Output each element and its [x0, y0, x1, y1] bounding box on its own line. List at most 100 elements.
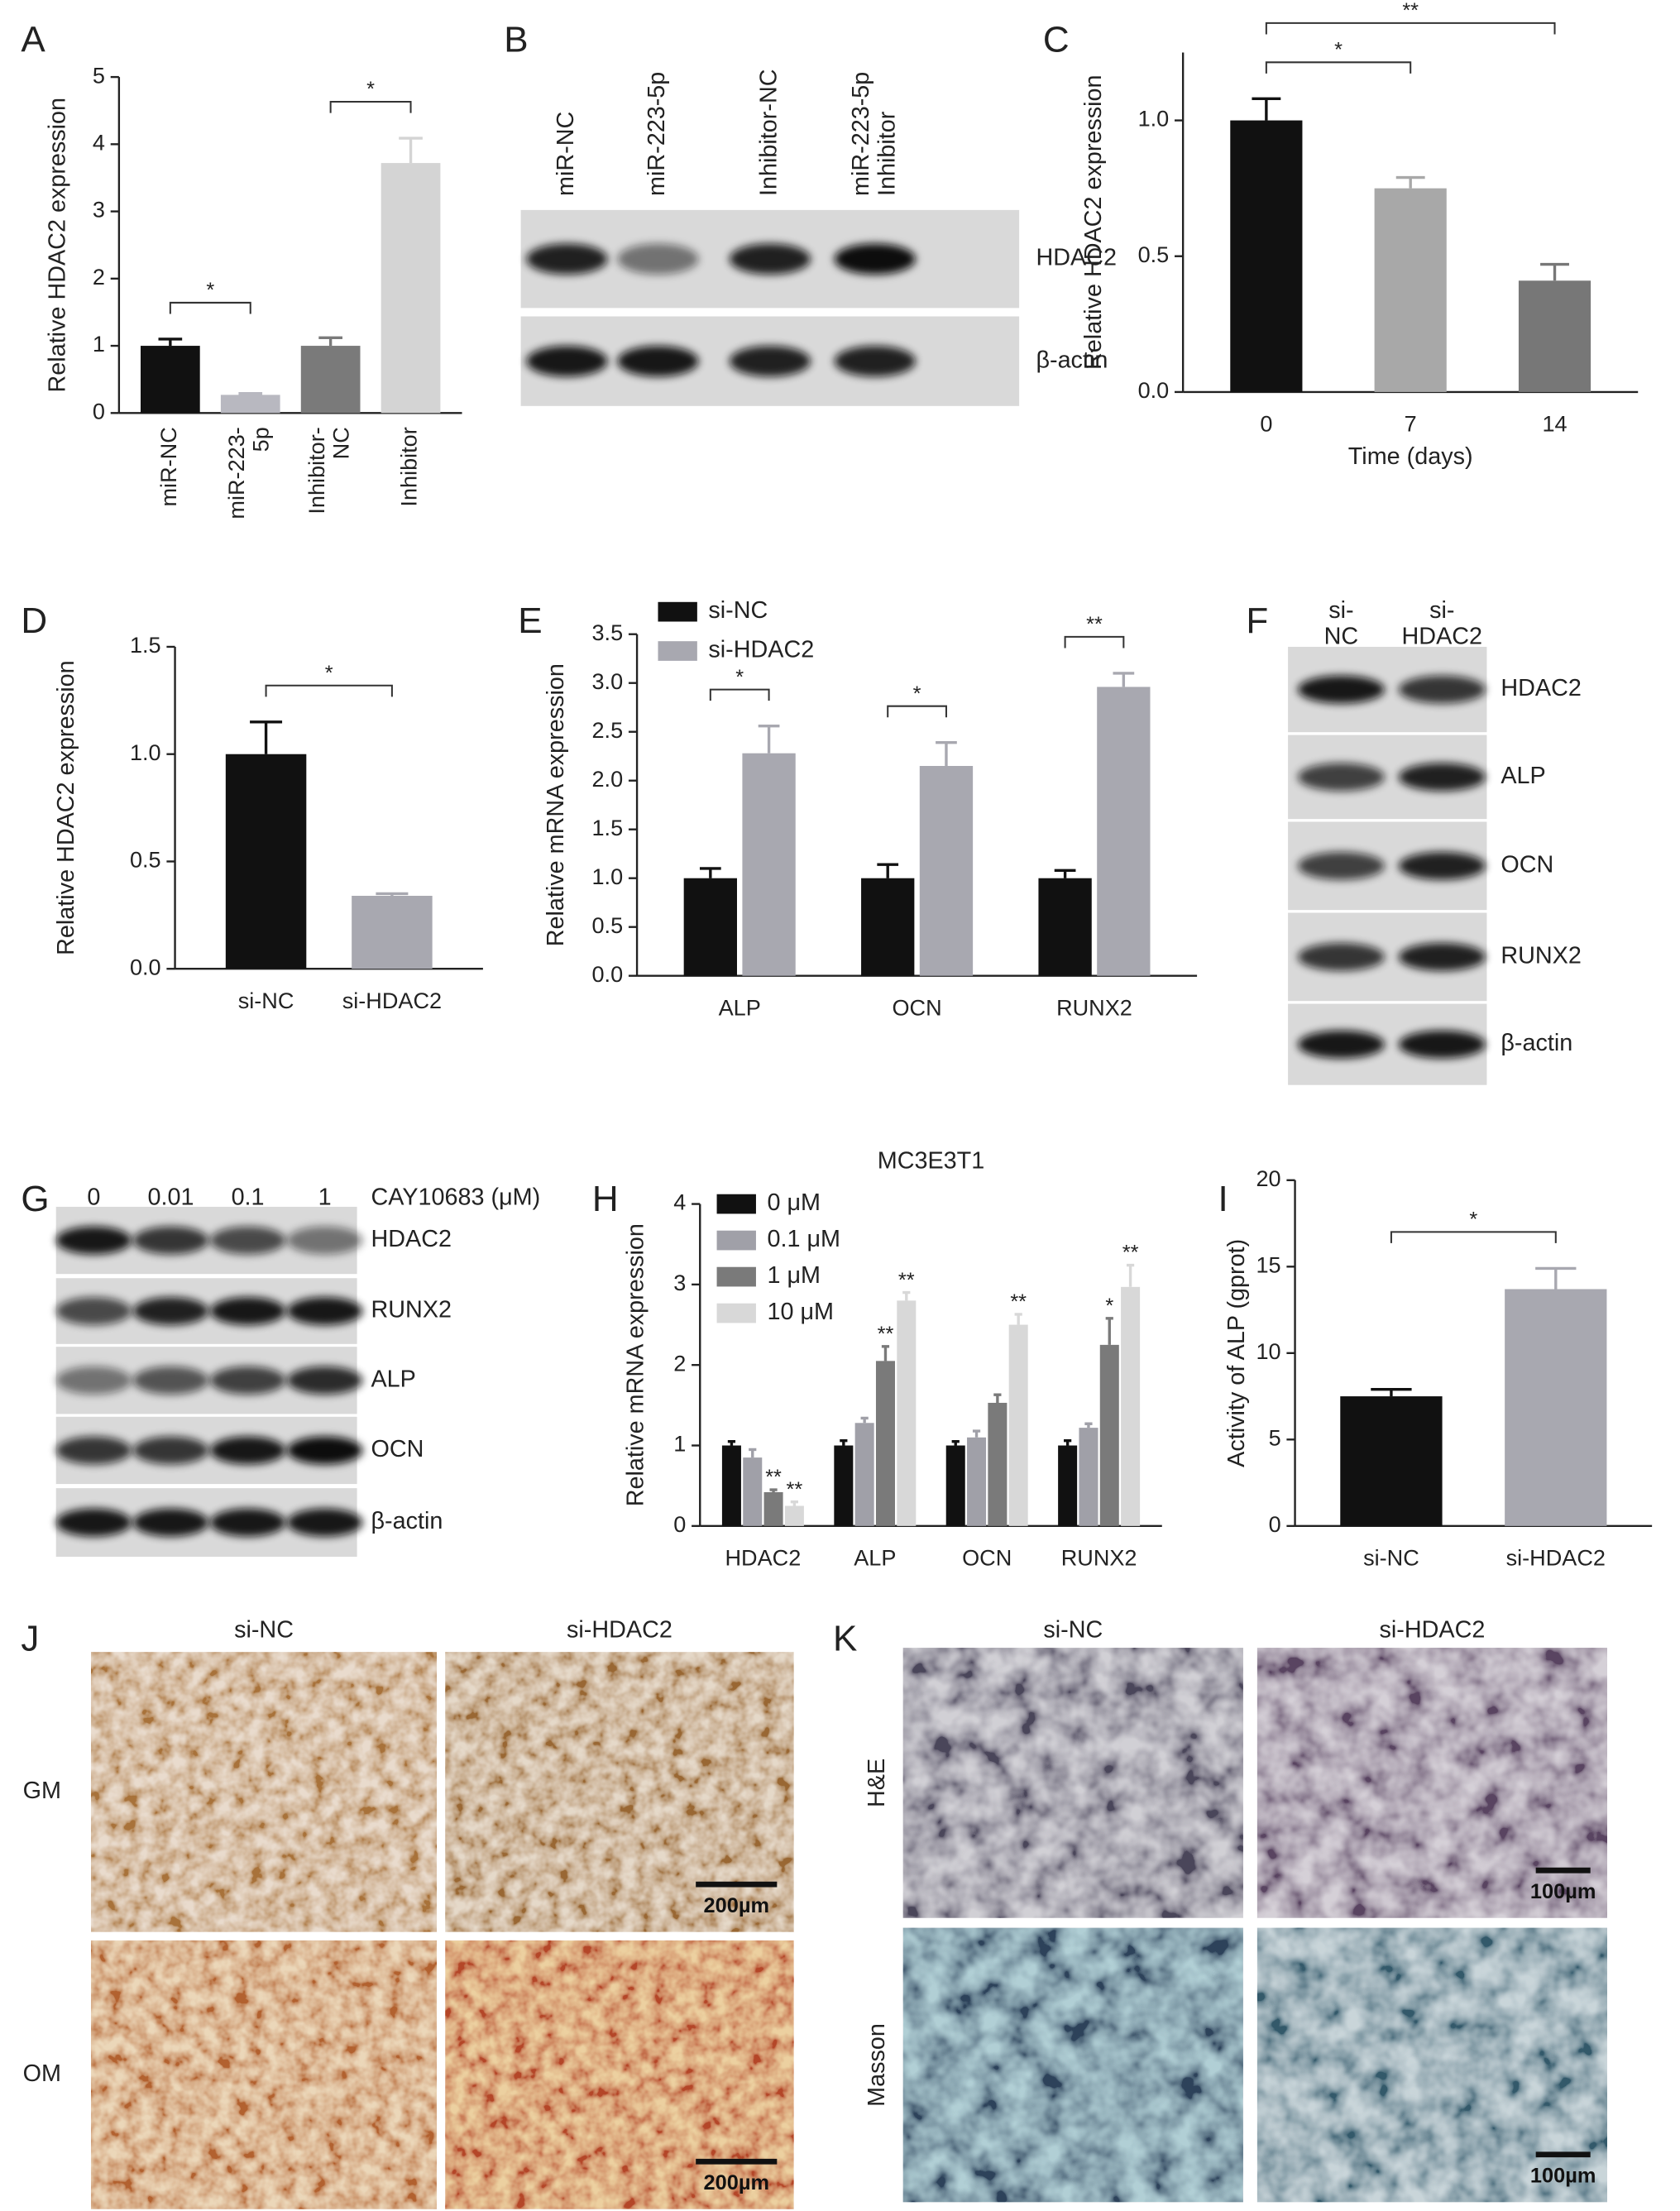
legend-label: si-HDAC2: [708, 637, 814, 663]
significance-label: **: [1122, 1242, 1139, 1265]
error-bar: [1395, 175, 1425, 189]
error-bar: [790, 1500, 798, 1506]
significance-label: **: [1010, 1290, 1027, 1314]
y-tick-label: 0: [1269, 1511, 1281, 1537]
error-bar: [877, 863, 899, 878]
scale-bar-label: 200µm: [703, 2171, 769, 2194]
blot-band: [834, 243, 916, 275]
micrograph-texture: [902, 1927, 1243, 2203]
blot-band: [55, 1436, 132, 1465]
x-axis-label: Time (days): [1348, 443, 1473, 470]
x-tick-label: ALP: [719, 994, 761, 1020]
blot-row-label: OCN: [371, 1436, 424, 1462]
blot-band: [55, 1366, 132, 1395]
panel-label: C: [1043, 19, 1070, 60]
panel-label: G: [21, 1179, 49, 1219]
blot-row-label: HDAC2: [1036, 245, 1117, 271]
error-bar: [1540, 262, 1569, 281]
blot-row-label: RUNX2: [371, 1297, 452, 1323]
micrograph-row-label: GM: [23, 1778, 61, 1804]
error-bar: [749, 1448, 757, 1458]
significance-label: *: [735, 666, 744, 689]
blot-row-label: OCN: [1501, 851, 1553, 878]
x-tick-label: OCN: [892, 994, 941, 1020]
micrograph-column-label: si-HDAC2: [567, 1616, 672, 1643]
micrograph-texture: [91, 1940, 438, 2209]
micrograph-texture: [1256, 1927, 1607, 2203]
blot-band: [1297, 1030, 1385, 1059]
blot-lane-label: 0: [87, 1184, 100, 1210]
bar: [1097, 687, 1151, 976]
error-bar: [758, 724, 780, 754]
blot-band: [729, 346, 811, 377]
significance-bracket: [887, 705, 947, 718]
chart-title: MC3E3T1: [878, 1147, 985, 1174]
legend-label: 0 μM: [767, 1189, 821, 1216]
bar: [1121, 1286, 1141, 1526]
blot-row-label: RUNX2: [1501, 942, 1582, 969]
x-tick-label: 7: [1405, 411, 1417, 437]
panel-label: H: [592, 1179, 619, 1219]
blot-band: [209, 1508, 286, 1537]
legend-label: 1 μM: [767, 1262, 821, 1289]
scale-bar-label: 100µm: [1530, 1880, 1596, 1903]
blot-band: [1297, 675, 1385, 704]
scale-bar-label: 100µm: [1530, 2165, 1596, 2188]
micrograph-row-label: Masson: [864, 2023, 890, 2107]
significance-bracket: [709, 688, 770, 701]
panel-label: A: [21, 19, 45, 60]
y-tick-label: 1: [93, 331, 105, 357]
error-bar: [1105, 1317, 1113, 1345]
error-bar: [1371, 1388, 1412, 1397]
y-tick-label: 3.5: [592, 620, 624, 645]
y-tick-label: 2: [673, 1350, 686, 1376]
y-axis-label: Relative HDAC2 expression: [1080, 74, 1107, 370]
bar: [988, 1402, 1008, 1526]
legend-swatch: [716, 1303, 756, 1323]
blot-row-label: HDAC2: [1501, 675, 1582, 701]
blot-lane-label: 0.01: [147, 1184, 194, 1210]
panel-label: D: [21, 601, 47, 641]
bar: [875, 1361, 895, 1526]
y-axis-label: Activity of ALP (gprot): [1223, 1239, 1250, 1467]
y-tick-label: 1: [673, 1431, 686, 1457]
error-bar: [727, 1439, 736, 1446]
blot-band: [1398, 851, 1486, 880]
micrograph-column-label: si-NC: [1043, 1616, 1103, 1643]
y-tick-label: 0.0: [130, 954, 161, 979]
blot-band: [55, 1226, 132, 1255]
micrograph-column-label: si-HDAC2: [1379, 1616, 1485, 1643]
blot-band: [209, 1297, 286, 1325]
scale-bar-label: 200µm: [703, 1894, 769, 1917]
y-tick-label: 3: [673, 1270, 686, 1295]
significance-label: *: [325, 662, 333, 685]
legend-swatch: [716, 1194, 756, 1214]
panel-label: I: [1218, 1179, 1228, 1219]
blot-band: [834, 346, 916, 377]
blot-lane-label: si-HDAC2: [1402, 597, 1483, 650]
error-bar: [158, 337, 183, 347]
error-bar: [1113, 672, 1135, 687]
y-tick-label: 4: [673, 1189, 686, 1215]
blot-band: [132, 1366, 209, 1395]
blot-band: [729, 243, 811, 275]
y-axis-label: Relative mRNA expression: [623, 1223, 649, 1506]
x-tick-label: Inhibitor-NC: [304, 427, 354, 514]
x-tick-label: 14: [1542, 411, 1567, 437]
micrograph-texture: [445, 1940, 794, 2209]
significance-bracket: [1265, 61, 1412, 74]
y-tick-label: 10: [1256, 1338, 1281, 1364]
x-tick-label: HDAC2: [725, 1545, 802, 1571]
significance-label: *: [913, 682, 921, 706]
x-tick-label: Inhibitor: [396, 427, 422, 506]
blot-lane-label: miR-223-5p: [644, 72, 670, 196]
micrograph-row-label: H&E: [864, 1759, 890, 1807]
blot-band: [286, 1436, 363, 1465]
significance-bracket: [329, 101, 412, 113]
x-tick-label: OCN: [962, 1545, 1012, 1571]
error-bar: [902, 1290, 911, 1301]
bar: [1340, 1396, 1443, 1526]
error-bar: [238, 392, 263, 395]
